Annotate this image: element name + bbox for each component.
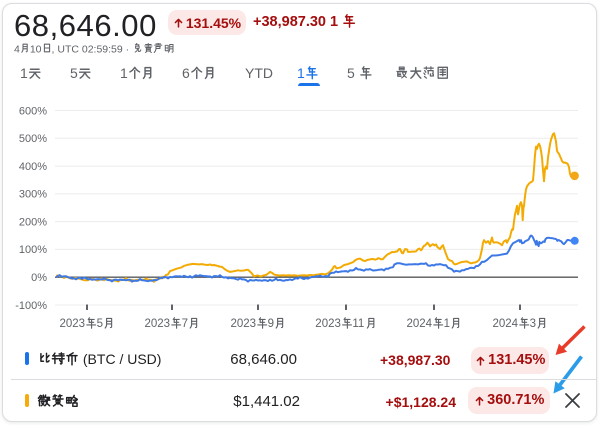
svg-text:2023: 2023 [60, 318, 86, 330]
svg-text:7: 7 [182, 318, 188, 330]
svg-text:11: 11 [352, 318, 364, 330]
svg-text:600%: 600% [19, 105, 47, 117]
svg-text:2023: 2023 [231, 318, 257, 330]
svg-text:0%: 0% [31, 272, 47, 284]
svg-text:2023: 2023 [145, 318, 171, 330]
svg-text:1: 1 [444, 318, 450, 330]
svg-text:2023: 2023 [315, 318, 341, 330]
svg-text:200%: 200% [19, 216, 47, 228]
svg-text:100%: 100% [19, 244, 47, 256]
svg-text:-100%: -100% [15, 300, 47, 312]
svg-text:300%: 300% [19, 189, 47, 201]
svg-text:9: 9 [268, 318, 274, 330]
svg-text:2024: 2024 [493, 318, 519, 330]
svg-text:3: 3 [530, 318, 536, 330]
svg-text:500%: 500% [19, 133, 47, 145]
svg-text:400%: 400% [19, 161, 47, 173]
svg-text:2024: 2024 [407, 318, 433, 330]
svg-text:5: 5 [97, 318, 103, 330]
